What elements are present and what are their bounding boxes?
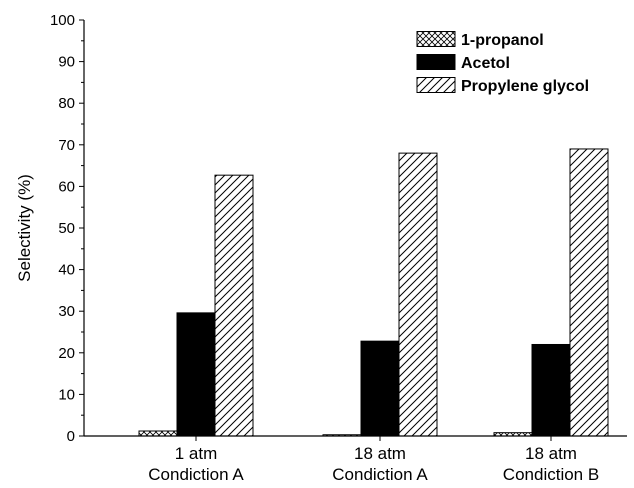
x-category-label: 1 atm bbox=[175, 444, 218, 463]
legend-swatch bbox=[416, 77, 456, 93]
x-category-label: Condiction B bbox=[503, 465, 599, 484]
x-category-label: 18 atm bbox=[354, 444, 406, 463]
legend-label: Acetol bbox=[461, 55, 510, 72]
bar-acetol-2 bbox=[360, 340, 400, 437]
y-axis-label: Selectivity (%) bbox=[15, 174, 34, 282]
bar-propylene-glycol-2 bbox=[398, 152, 438, 437]
y-tick-label: 100 bbox=[50, 12, 75, 29]
legend-swatch bbox=[416, 31, 456, 47]
y-tick-label: 80 bbox=[58, 95, 75, 112]
bar-propylene-glycol-1 bbox=[214, 174, 254, 437]
bar-acetol-1 bbox=[176, 312, 216, 437]
y-tick-label: 50 bbox=[58, 220, 75, 237]
legend-label: 1-propanol bbox=[461, 32, 544, 49]
y-tick-label: 60 bbox=[58, 178, 75, 195]
x-category-label: Condiction A bbox=[148, 465, 244, 484]
y-tick-label: 90 bbox=[58, 54, 75, 71]
bar-propylene-glycol-3 bbox=[569, 148, 609, 437]
bar-acetol-3 bbox=[531, 343, 571, 437]
y-tick-label: 0 bbox=[67, 428, 75, 445]
y-tick-label: 20 bbox=[58, 345, 75, 362]
axes-layer: 0 10 20 30 40 50 60 70 80 90 100 1 atm Condiction A 1… bbox=[15, 12, 627, 484]
x-category-label: 18 atm bbox=[525, 444, 577, 463]
legend-swatch bbox=[416, 54, 456, 70]
bar-1-propanol-1 bbox=[138, 430, 178, 437]
y-tick-label: 30 bbox=[58, 303, 75, 320]
x-category-label: Condiction A bbox=[332, 465, 428, 484]
legend: 1-propanol Acetol Propylene glycol bbox=[416, 31, 589, 95]
y-tick-label: 40 bbox=[58, 262, 75, 279]
bars-layer bbox=[138, 148, 609, 437]
y-tick-label: 10 bbox=[58, 386, 75, 403]
legend-label: Propylene glycol bbox=[461, 78, 589, 95]
y-tick-label: 70 bbox=[58, 137, 75, 154]
